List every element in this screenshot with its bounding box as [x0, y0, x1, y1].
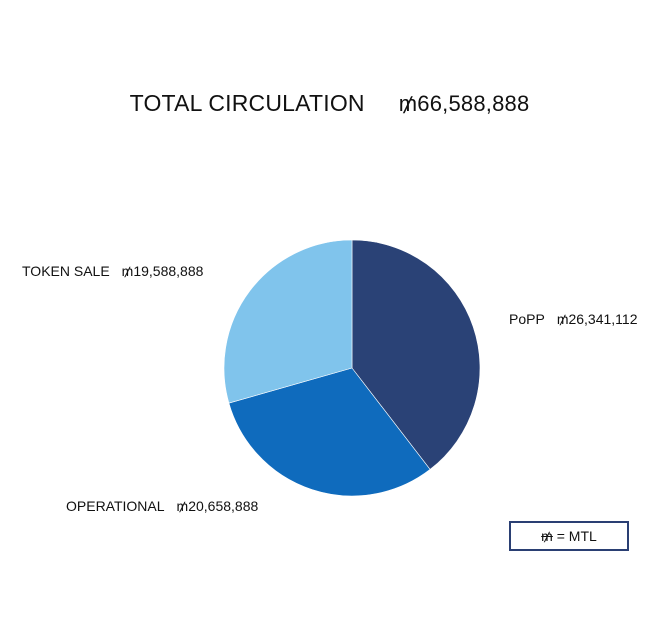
currency-symbol: ₥: [541, 528, 553, 544]
pie-slice-operational: [228, 367, 431, 497]
slice-value: ₥19,588,888: [121, 263, 204, 279]
total-value: ₥66,588,888: [398, 91, 530, 116]
slice-name: TOKEN SALE: [22, 263, 110, 279]
currency-meaning: = MTL: [556, 528, 597, 544]
chart-title: TOTAL CIRCULATION ₥66,588,888: [0, 90, 659, 117]
title-text: TOTAL CIRCULATION: [129, 90, 365, 116]
slice-name: PoPP: [509, 311, 545, 327]
pie-slice-popp: [351, 239, 481, 470]
pie-slice-token-sale: [223, 239, 353, 404]
slice-label-operational: OPERATIONAL ₥20,658,888: [66, 498, 258, 514]
slice-label-popp: PoPP ₥26,341,112: [509, 311, 638, 327]
slice-label-token-sale: TOKEN SALE ₥19,588,888: [22, 263, 203, 279]
slice-value: ₥26,341,112: [556, 311, 638, 327]
currency-legend: ₥ = MTL: [509, 521, 629, 551]
slice-value: ₥20,658,888: [176, 498, 259, 514]
slice-name: OPERATIONAL: [66, 498, 165, 514]
